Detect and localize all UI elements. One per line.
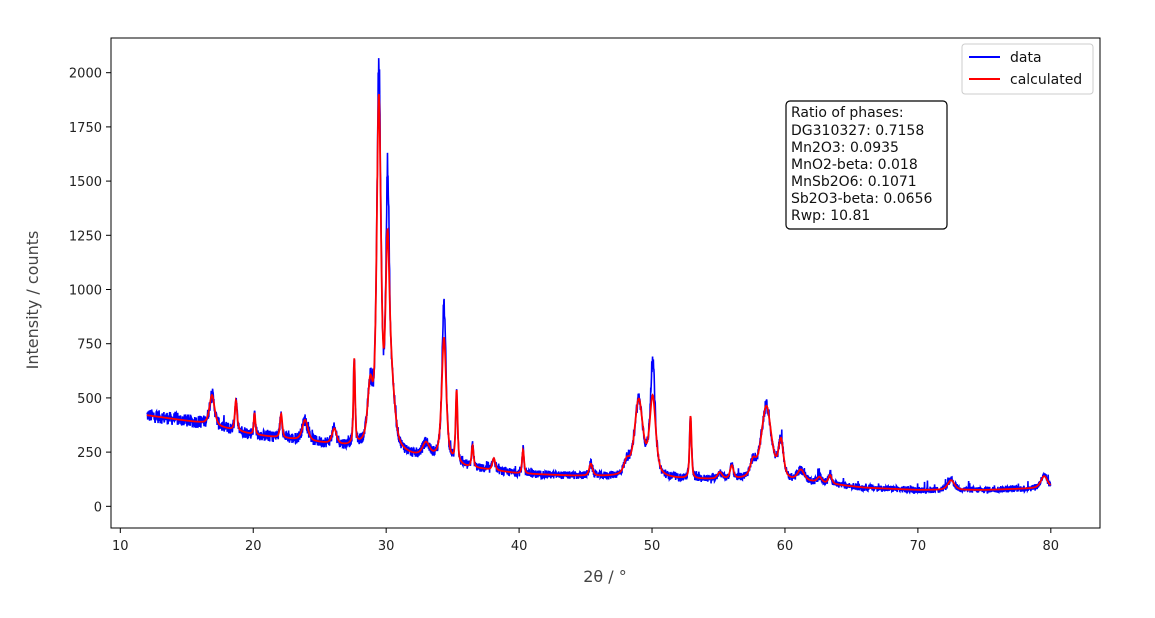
phase-ratio-box: Ratio of phases: DG310327: 0.7158 Mn2O3:…	[785, 100, 948, 230]
legend-label-calculated: calculated	[1010, 72, 1082, 88]
y-axis-label: Intensity / counts	[23, 231, 42, 370]
y-tick-label: 2000	[69, 67, 102, 82]
x-tick-label: 60	[777, 539, 794, 554]
legend-label-data: data	[1010, 50, 1042, 66]
ratio-line-mno2-beta: MnO2-beta: 0.018	[791, 157, 918, 173]
y-tick-label: 1250	[69, 229, 102, 244]
y-tick-label: 1750	[69, 121, 102, 136]
x-tick-label: 10	[112, 539, 129, 554]
plot-frame	[110, 37, 1101, 529]
plot-area	[111, 38, 1100, 528]
y-axis: 0 250 500 750 1000 1250 1500 1750 2000	[69, 67, 111, 515]
ratio-line-dg310327: DG310327: 0.7158	[791, 123, 924, 139]
ratio-line-mn2o3: Mn2O3: 0.0935	[791, 140, 899, 156]
x-tick-label: 70	[910, 539, 927, 554]
y-tick-label: 250	[77, 446, 102, 461]
x-axis-label: 2θ / °	[583, 567, 627, 586]
phase-ratio-frame	[785, 100, 948, 230]
y-tick-label: 1500	[69, 175, 102, 190]
series-calculated-line	[146, 94, 1052, 491]
x-tick-label: 20	[245, 539, 262, 554]
y-tick-label: 0	[94, 500, 102, 515]
x-tick-label: 80	[1043, 539, 1060, 554]
ratio-line-mnsb2o6: MnSb2O6: 0.1071	[791, 174, 917, 190]
x-tick-label: 40	[511, 539, 528, 554]
ratio-line-rwp: Rwp: 10.81	[791, 208, 870, 224]
ratio-line-sb2o3-beta: Sb2O3-beta: 0.0656	[791, 191, 932, 207]
y-tick-label: 500	[77, 392, 102, 407]
x-tick-label: 30	[378, 539, 395, 554]
y-tick-label: 1000	[69, 284, 102, 299]
y-tick-label: 750	[77, 338, 102, 353]
legend: data calculated	[961, 43, 1094, 95]
x-axis: 10 20 30 40 50 60 70 80	[112, 528, 1059, 554]
x-tick-label: 50	[644, 539, 661, 554]
ratio-line-heading: Ratio of phases:	[791, 105, 904, 121]
